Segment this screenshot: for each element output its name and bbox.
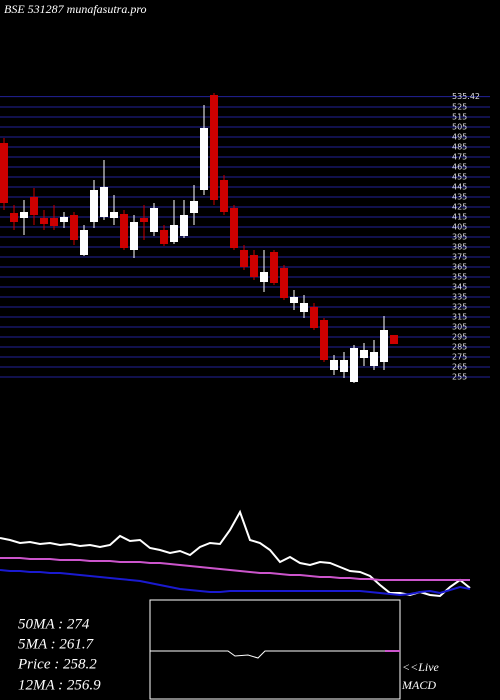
indicator-label: Price : 258.2	[17, 656, 97, 672]
y-tick-label: 515	[452, 113, 467, 122]
candle-body	[390, 335, 398, 344]
y-tick-label: 535.42	[452, 92, 480, 101]
candle-body	[180, 215, 188, 236]
candle-body	[100, 187, 108, 217]
y-tick-label: 275	[452, 353, 467, 362]
candle-body	[370, 352, 378, 366]
y-tick-label: 445	[452, 183, 467, 192]
candle-body	[310, 307, 318, 328]
candle-body	[20, 212, 28, 218]
candle-body	[0, 143, 8, 203]
y-tick-label: 485	[452, 143, 467, 152]
candle-body	[10, 213, 18, 222]
y-tick-label: 365	[452, 263, 467, 272]
y-tick-label: 335	[452, 293, 467, 302]
candle-body	[110, 212, 118, 218]
candle-body	[250, 255, 258, 277]
indicator-label: 12MA : 256.9	[18, 677, 101, 693]
candle-body	[340, 360, 348, 372]
y-tick-label: 255	[452, 373, 467, 382]
macd-line	[150, 650, 385, 659]
candle-body	[210, 95, 218, 200]
candle-body	[290, 297, 298, 303]
y-tick-label: 325	[452, 303, 467, 312]
y-tick-label: 415	[452, 213, 467, 222]
y-tick-label: 265	[452, 363, 467, 372]
candle-body	[160, 230, 168, 244]
candle-body	[60, 217, 68, 222]
macd-box	[149, 599, 401, 700]
candle-body	[140, 218, 148, 222]
y-tick-label: 455	[452, 173, 467, 182]
y-tick-label: 435	[452, 193, 467, 202]
candle-body	[200, 128, 208, 190]
indicator-line	[0, 569, 471, 597]
y-tick-label: 405	[452, 223, 467, 232]
y-tick-label: 345	[452, 283, 467, 292]
y-tick-label: 495	[452, 133, 467, 142]
candle-body	[40, 218, 48, 224]
y-tick-label: 395	[452, 233, 467, 242]
annotation: MACD	[401, 678, 436, 692]
candle-body	[150, 208, 158, 232]
indicator-line	[0, 509, 471, 598]
candle-body	[120, 214, 128, 248]
y-tick-label: 525	[452, 103, 467, 112]
y-tick-label: 355	[452, 273, 467, 282]
candle-body	[270, 252, 278, 283]
candle-body	[30, 197, 38, 215]
candle-body	[130, 222, 138, 250]
candle-body	[50, 218, 58, 226]
y-tick-label: 505	[452, 123, 467, 132]
candle-body	[350, 348, 358, 382]
y-tick-label: 475	[452, 153, 467, 162]
y-tick-label: 305	[452, 323, 467, 332]
y-tick-label: 425	[452, 203, 467, 212]
candle-body	[300, 303, 308, 312]
candle-body	[380, 330, 388, 362]
candle-body	[170, 225, 178, 242]
indicator-label: 5MA : 261.7	[18, 636, 95, 652]
candle-body	[80, 230, 88, 255]
candle-body	[330, 360, 338, 370]
candle-body	[230, 208, 238, 248]
y-tick-label: 375	[452, 253, 467, 262]
candle-body	[90, 190, 98, 222]
candle-body	[320, 320, 328, 360]
y-tick-label: 315	[452, 313, 467, 322]
candle-body	[220, 180, 228, 212]
y-tick-label: 385	[452, 243, 467, 252]
chart-title: BSE 531287 munafasutra.pro	[4, 2, 147, 16]
indicator-label: 50MA : 274	[18, 616, 90, 632]
candle-body	[260, 272, 268, 282]
candle-body	[190, 201, 198, 213]
candle-body	[280, 268, 288, 298]
y-tick-label: 295	[452, 333, 467, 342]
candle-body	[240, 250, 248, 267]
candle-body	[360, 350, 368, 358]
indicator-line	[0, 557, 470, 581]
candle-body	[70, 215, 78, 240]
y-tick-label: 285	[452, 343, 467, 352]
annotation: <<Live	[402, 660, 440, 674]
y-tick-label: 465	[452, 163, 467, 172]
